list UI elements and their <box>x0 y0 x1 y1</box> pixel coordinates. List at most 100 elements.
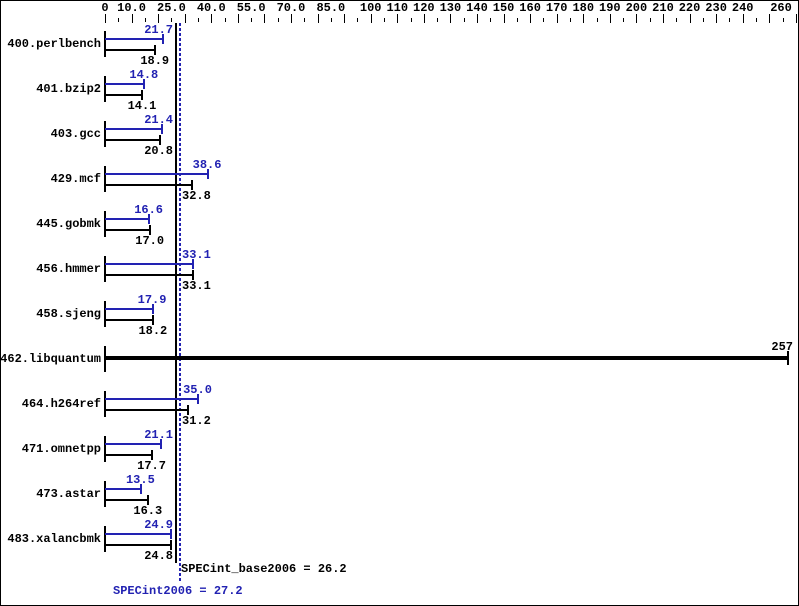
base-bar-endtick <box>152 315 155 325</box>
axis-tick <box>158 14 159 23</box>
axis-tick <box>703 18 704 22</box>
peak-bar-endtick <box>160 439 163 449</box>
base-bar <box>105 139 161 141</box>
peak-bar-endtick <box>143 79 146 89</box>
benchmark-label: 445.gobmk <box>36 217 101 231</box>
base-value: 18.2 <box>138 324 168 338</box>
axis-tick-label: 260 <box>770 1 792 15</box>
row-axis-bracket <box>104 166 106 192</box>
peak-value: 21.7 <box>144 23 173 37</box>
row-axis-bracket <box>104 76 106 102</box>
axis-tick <box>105 14 106 23</box>
axis-tick <box>796 14 797 23</box>
axis-tick-label: 130 <box>439 1 462 15</box>
axis-tick <box>676 18 677 22</box>
axis-tick <box>437 18 438 22</box>
peak-bar <box>105 128 162 130</box>
peak-value: 33.1 <box>182 248 211 262</box>
axis-tick <box>583 14 584 23</box>
peak-value: 16.6 <box>134 203 164 217</box>
row-axis-bracket <box>104 481 106 507</box>
peak-bar-endtick <box>139 484 142 494</box>
axis-tick <box>384 18 385 22</box>
peak-bar <box>105 173 208 175</box>
axis-tick <box>570 18 571 22</box>
benchmark-label: 401.bzip2 <box>36 82 101 96</box>
axis-tick <box>517 18 518 22</box>
axis-tick <box>171 18 172 22</box>
benchmark-label: 456.hmmer <box>36 262 101 276</box>
peak-value: 38.6 <box>192 158 222 172</box>
axis-tick <box>331 18 332 22</box>
axis-tick <box>264 14 265 23</box>
axis-tick-label: 70.0 <box>276 1 306 15</box>
peak-value: 13.5 <box>125 473 155 487</box>
axis-tick-label: 210 <box>652 1 674 15</box>
base-bar-endtick <box>147 495 150 505</box>
base-value: 18.9 <box>140 54 170 68</box>
peak-bar-endtick <box>191 259 194 269</box>
peak-value: 21.1 <box>144 428 173 442</box>
base-bar-endtick <box>159 135 162 145</box>
axis-tick <box>477 14 478 23</box>
base-value: 16.3 <box>133 504 163 518</box>
axis-tick <box>424 14 425 23</box>
base-bar-endtick <box>191 180 194 190</box>
row-axis-bracket <box>104 31 106 57</box>
peak-bar <box>105 38 163 40</box>
axis-tick-label: 110 <box>386 1 409 15</box>
base-result-summary: SPECint_base2006 = 26.2 <box>181 562 347 576</box>
peak-bar-endtick <box>170 529 173 539</box>
axis-tick <box>211 14 212 23</box>
row-axis-bracket <box>104 211 106 237</box>
base-value: 33.1 <box>182 279 211 293</box>
axis-tick <box>450 14 451 23</box>
base-value: 24.8 <box>144 549 173 563</box>
peak-bar-endtick <box>161 34 164 44</box>
base-bar <box>105 319 154 321</box>
base-bar <box>105 274 193 276</box>
axis-tick <box>597 18 598 22</box>
axis-tick <box>504 14 505 23</box>
base-bar <box>105 409 188 411</box>
axis-tick <box>636 14 637 23</box>
axis-tick-label: 150 <box>492 1 515 15</box>
axis-tick <box>756 18 757 22</box>
base-value: 20.8 <box>144 144 173 158</box>
benchmark-label: 400.perlbench <box>7 37 101 51</box>
base-value: 32.8 <box>182 189 211 203</box>
axis-tick <box>238 14 239 23</box>
base-bar <box>105 184 193 186</box>
peak-value: 24.9 <box>144 518 173 532</box>
peak-bar <box>105 263 193 265</box>
axis-tick <box>304 18 305 22</box>
base-value: 14.1 <box>127 99 157 113</box>
axis-tick-label: 230 <box>705 1 727 15</box>
peak-bar <box>105 83 145 85</box>
axis-tick <box>557 14 558 23</box>
benchmark-label: 464.h264ref <box>21 397 101 411</box>
base-value: 31.2 <box>182 414 211 428</box>
base-bar <box>105 49 156 51</box>
axis-tick <box>397 14 398 23</box>
row-axis-bracket <box>104 121 106 147</box>
row-axis-bracket <box>104 391 106 417</box>
peak-value: 17.9 <box>137 293 167 307</box>
benchmark-label: 473.astar <box>36 487 101 501</box>
axis-tick-label: 85.0 <box>316 1 346 15</box>
benchmark-label: 458.sjeng <box>36 307 101 321</box>
axis-tick <box>783 18 784 22</box>
peak-bar <box>105 218 150 220</box>
base-bar-endtick <box>169 540 172 550</box>
axis-tick <box>132 14 133 23</box>
axis-tick <box>530 14 531 23</box>
peak-bar <box>105 308 153 310</box>
axis-tick-label: 190 <box>599 1 621 15</box>
axis-tick <box>690 14 691 23</box>
axis-tick <box>543 18 544 22</box>
peak-value: 35.0 <box>183 383 212 397</box>
ref-line-peak <box>179 23 181 583</box>
axis-tick <box>344 14 345 23</box>
benchmark-label: 483.xalancbmk <box>7 532 101 546</box>
